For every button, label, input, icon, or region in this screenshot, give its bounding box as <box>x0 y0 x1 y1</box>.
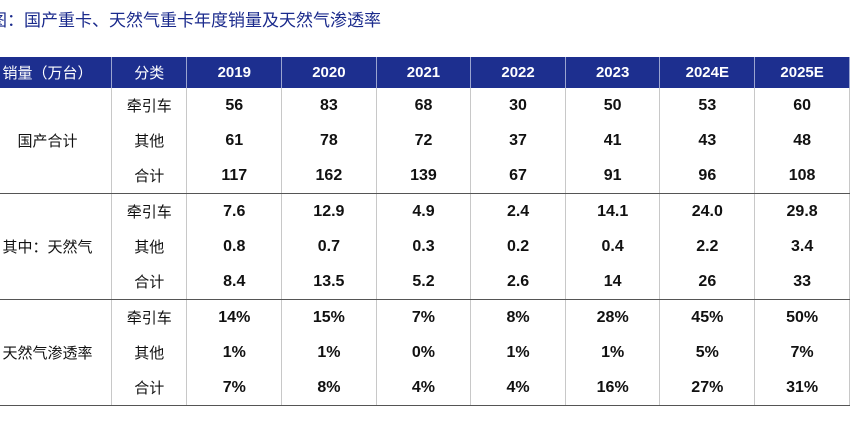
row-label: 合计 <box>111 370 188 406</box>
value-cell: 2.4 <box>470 193 566 229</box>
value-cell: 5.2 <box>376 264 472 300</box>
value-cell: 83 <box>281 88 377 123</box>
row-label: 牵引车 <box>111 88 188 123</box>
value-cell: 7% <box>186 370 283 406</box>
value-cell: 0.4 <box>565 229 661 264</box>
value-cell: 1% <box>281 335 377 370</box>
value-cell: 27% <box>659 370 756 406</box>
value-cell: 41 <box>565 123 661 158</box>
value-cell: 31% <box>754 370 850 406</box>
value-cell: 8% <box>470 299 566 335</box>
row-label: 合计 <box>111 264 188 300</box>
header-cell: 2021 <box>376 57 472 88</box>
value-cell: 30 <box>470 88 566 123</box>
value-cell: 8.4 <box>186 264 283 300</box>
value-cell: 48 <box>754 123 850 158</box>
row-label: 其他 <box>111 335 188 370</box>
value-cell: 5% <box>659 335 756 370</box>
row-label: 牵引车 <box>111 193 188 229</box>
value-cell: 60 <box>754 88 850 123</box>
value-cell: 139 <box>376 158 472 194</box>
header-cell: 销量（万台） <box>0 57 112 88</box>
value-cell: 43 <box>659 123 756 158</box>
value-cell: 2.2 <box>659 229 756 264</box>
value-cell: 0.8 <box>186 229 283 264</box>
group-label: 天然气渗透率 <box>0 299 112 406</box>
value-cell: 78 <box>281 123 377 158</box>
header-cell: 2020 <box>281 57 377 88</box>
value-cell: 1% <box>470 335 566 370</box>
value-cell: 24.0 <box>659 193 756 229</box>
value-cell: 16% <box>565 370 661 406</box>
value-cell: 1% <box>565 335 661 370</box>
header-cell: 分类 <box>111 57 188 88</box>
value-cell: 37 <box>470 123 566 158</box>
value-cell: 50 <box>565 88 661 123</box>
value-cell: 29.8 <box>754 193 850 229</box>
table-body: 国产合计 牵引车 56 83 68 30 50 53 60 其他 61 78 72 37 41 43 48 合计 1… <box>0 88 850 406</box>
value-cell: 3.4 <box>754 229 850 264</box>
title: 图：国产重卡、天然气重卡年度销量及天然气渗透率 <box>0 11 381 31</box>
value-cell: 7% <box>754 335 850 370</box>
value-cell: 14% <box>186 299 283 335</box>
value-cell: 0.2 <box>470 229 566 264</box>
table-row: 国产合计 牵引车 56 83 68 30 50 53 60 <box>0 88 850 194</box>
value-cell: 68 <box>376 88 472 123</box>
table-row: 其他 0.8 0.7 0.3 0.2 0.4 2.2 3.4 <box>0 229 850 264</box>
header-cell: 2024E <box>659 57 756 88</box>
sales-table: 销量（万台） 分类 2019 2020 2021 2022 2023 2024E 2025E 国… <box>0 57 850 406</box>
row-label: 牵引车 <box>111 299 188 335</box>
value-cell: 117 <box>186 158 283 194</box>
table-row: 其他 1% 1% 0% 1% 1% 5% 7% <box>0 335 850 370</box>
value-cell: 108 <box>754 158 850 194</box>
row-label: 合计 <box>111 158 188 194</box>
value-cell: 4% <box>470 370 566 406</box>
header-cell: 2022 <box>470 57 566 88</box>
value-cell: 15% <box>281 299 377 335</box>
value-cell: 1% <box>186 335 283 370</box>
group-label: 国产合计 <box>0 88 112 194</box>
table-row: 其他 61 78 72 37 41 43 48 <box>0 123 850 158</box>
header-cell: 2025E <box>754 57 850 88</box>
row-label: 其他 <box>111 229 188 264</box>
value-cell: 4% <box>376 370 472 406</box>
value-cell: 4.9 <box>376 193 472 229</box>
value-cell: 7% <box>376 299 472 335</box>
value-cell: 26 <box>659 264 756 300</box>
table-row: 合计 8.4 13.5 5.2 2.6 14 26 33 <box>0 264 850 300</box>
table-row: 其中：天然气 牵引车 7.6 12.9 4.9 2.4 14.1 24.0 29.8 <box>0 193 850 300</box>
table-row: 合计 7% 8% 4% 4% 16% 27% 31% <box>0 370 850 406</box>
value-cell: 33 <box>754 264 850 300</box>
value-cell: 2.6 <box>470 264 566 300</box>
row-label: 其他 <box>111 123 188 158</box>
value-cell: 0% <box>376 335 472 370</box>
header-row: 销量（万台） 分类 2019 2020 2021 2022 2023 2024E 2025E <box>0 57 850 88</box>
value-cell: 8% <box>281 370 377 406</box>
value-cell: 53 <box>659 88 756 123</box>
value-cell: 162 <box>281 158 377 194</box>
value-cell: 12.9 <box>281 193 377 229</box>
group-label: 其中：天然气 <box>0 193 112 300</box>
value-cell: 14.1 <box>565 193 661 229</box>
value-cell: 0.3 <box>376 229 472 264</box>
value-cell: 72 <box>376 123 472 158</box>
value-cell: 7.6 <box>186 193 283 229</box>
value-cell: 45% <box>659 299 756 335</box>
header-cell: 2019 <box>186 57 283 88</box>
value-cell: 91 <box>565 158 661 194</box>
value-cell: 96 <box>659 158 756 194</box>
value-cell: 13.5 <box>281 264 377 300</box>
value-cell: 56 <box>186 88 283 123</box>
header-cell: 2023 <box>565 57 661 88</box>
table-row: 天然气渗透率 牵引车 14% 15% 7% 8% 28% 45% 50% <box>0 299 850 406</box>
value-cell: 0.7 <box>281 229 377 264</box>
table-row: 合计 117 162 139 67 91 96 108 <box>0 158 850 194</box>
value-cell: 61 <box>186 123 283 158</box>
value-cell: 28% <box>565 299 661 335</box>
value-cell: 50% <box>754 299 850 335</box>
value-cell: 14 <box>565 264 661 300</box>
value-cell: 67 <box>470 158 566 194</box>
